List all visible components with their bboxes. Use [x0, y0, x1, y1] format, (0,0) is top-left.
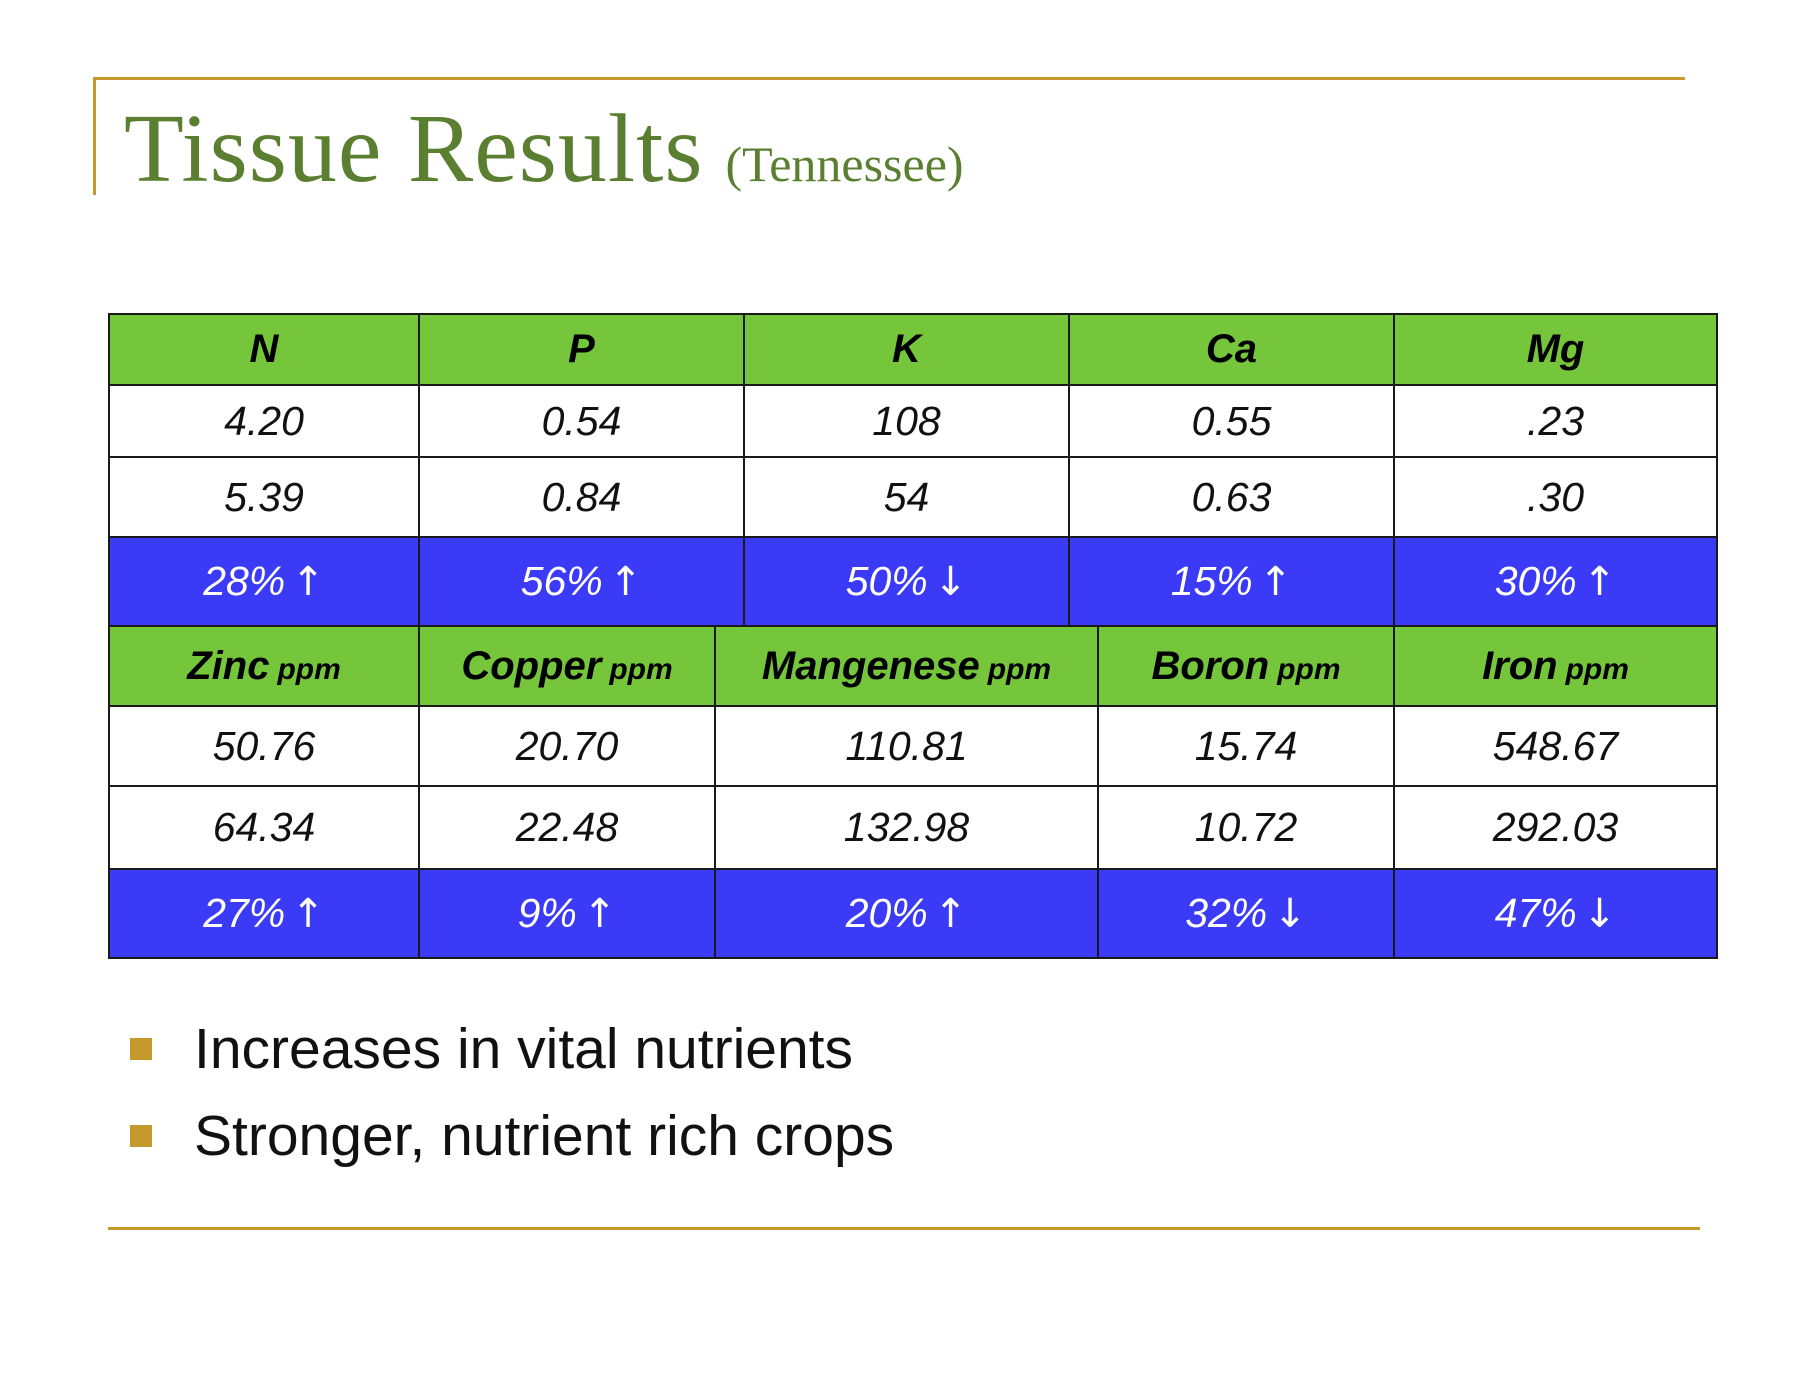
table-cell: 4.20: [108, 384, 420, 458]
table-row: 5.39 0.84 54 0.63 .30: [108, 456, 1718, 538]
table-cell: 50.76: [108, 705, 420, 787]
change-value: 28%: [203, 558, 286, 604]
title-text: Tissue Results: [124, 95, 704, 203]
bullet-square-icon: [130, 1124, 152, 1147]
slide-title: Tissue Results (Tennessee): [124, 100, 964, 198]
list-item: Increases in vital nutrients: [130, 1005, 894, 1092]
change-cell: 32% ↓: [1097, 868, 1395, 959]
table-cell: .23: [1393, 384, 1718, 458]
change-row: 27% ↑ 9% ↑ 20% ↑ 32% ↓ 47% ↓: [108, 868, 1718, 959]
change-cell: 9% ↑: [418, 868, 716, 959]
change-value: 47%: [1494, 890, 1577, 936]
header-unit: ppm: [609, 652, 673, 686]
change-cell: 15% ↑: [1068, 536, 1395, 627]
micro-nutrient-table: Zinc ppm Copper ppm Mangenese ppm Boron ppm …: [108, 625, 1718, 959]
table-cell: 108: [743, 384, 1070, 458]
header-unit: ppm: [1565, 652, 1629, 686]
top-rule: [93, 77, 1685, 80]
header-cell-copper: Copper ppm: [418, 625, 716, 707]
bottom-rule: [108, 1227, 1700, 1230]
up-arrow-icon: ↑: [291, 559, 325, 605]
table-cell: 20.70: [418, 705, 716, 787]
table-cell: 15.74: [1097, 705, 1395, 787]
change-value: 56%: [520, 558, 603, 604]
header-label: K: [892, 327, 921, 371]
change-row: 28% ↑ 56% ↑ 50% ↓ 15% ↑ 30% ↑: [108, 536, 1718, 627]
table-row: 4.20 0.54 108 0.55 .23: [108, 384, 1718, 458]
table-cell: 0.54: [418, 384, 745, 458]
table-cell: 110.81: [714, 705, 1099, 787]
change-value: 9%: [517, 890, 577, 936]
table-cell: .30: [1393, 456, 1718, 538]
header-unit: ppm: [987, 652, 1052, 686]
up-arrow-icon: ↑: [582, 891, 617, 937]
table-cell: 132.98: [714, 785, 1099, 870]
left-rule: [93, 77, 96, 195]
change-cell: 50% ↓: [743, 536, 1070, 627]
change-value: 15%: [1170, 558, 1253, 604]
header-label: Iron: [1482, 643, 1558, 688]
change-cell: 47% ↓: [1393, 868, 1718, 959]
up-arrow-icon: ↑: [1582, 559, 1617, 605]
macro-nutrient-table: N P K Ca Mg 4.20 0.54 108 0.55 .23 5.39 …: [108, 313, 1718, 627]
header-cell-zinc: Zinc ppm: [108, 625, 420, 707]
header-cell-mg: Mg: [1393, 313, 1718, 386]
up-arrow-icon: ↑: [933, 891, 968, 937]
change-cell: 56% ↑: [418, 536, 745, 627]
up-arrow-icon: ↑: [291, 891, 325, 937]
header-cell-p: P: [418, 313, 745, 386]
header-cell-mangenese: Mangenese ppm: [714, 625, 1099, 707]
change-cell: 27% ↑: [108, 868, 420, 959]
table-cell: 10.72: [1097, 785, 1395, 870]
header-label: Boron: [1151, 643, 1270, 688]
header-label: Mangenese: [761, 643, 980, 688]
header-cell-ca: Ca: [1068, 313, 1395, 386]
header-label: Mg: [1526, 327, 1585, 371]
bullet-text: Increases in vital nutrients: [194, 1016, 853, 1081]
change-cell: 20% ↑: [714, 868, 1099, 959]
table-cell: 0.84: [418, 456, 745, 538]
change-value: 27%: [203, 890, 286, 936]
up-arrow-icon: ↑: [608, 559, 643, 605]
change-cell: 30% ↑: [1393, 536, 1718, 627]
header-label: P: [568, 327, 595, 371]
change-value: 50%: [845, 558, 928, 604]
down-arrow-icon: ↓: [933, 559, 968, 605]
table-header-row: N P K Ca Mg: [108, 313, 1718, 386]
change-cell: 28% ↑: [108, 536, 420, 627]
header-label: Ca: [1205, 327, 1258, 371]
table-cell: 548.67: [1393, 705, 1718, 787]
bullet-text: Stronger, nutrient rich crops: [194, 1103, 895, 1168]
table-row: 50.76 20.70 110.81 15.74 548.67: [108, 705, 1718, 787]
header-cell-k: K: [743, 313, 1070, 386]
table-cell: 22.48: [418, 785, 716, 870]
header-unit: ppm: [1277, 652, 1341, 686]
table-cell: 0.63: [1068, 456, 1395, 538]
table-cell: 54: [743, 456, 1070, 538]
bullet-square-icon: [130, 1037, 152, 1060]
up-arrow-icon: ↑: [1258, 559, 1293, 605]
table-cell: 292.03: [1393, 785, 1718, 870]
header-cell-iron: Iron ppm: [1393, 625, 1718, 707]
header-label: N: [249, 327, 279, 371]
table-cell: 5.39: [108, 456, 420, 538]
bullet-list: Increases in vital nutrients Stronger, n…: [130, 1005, 894, 1179]
table-cell: 0.55: [1068, 384, 1395, 458]
table-row: 64.34 22.48 132.98 10.72 292.03: [108, 785, 1718, 870]
down-arrow-icon: ↓: [1273, 891, 1307, 937]
change-value: 30%: [1494, 558, 1577, 604]
table-cell: 64.34: [108, 785, 420, 870]
header-label: Zinc: [187, 643, 270, 688]
header-cell-boron: Boron ppm: [1097, 625, 1395, 707]
header-label: Copper: [461, 643, 602, 688]
change-value: 20%: [845, 890, 928, 936]
change-value: 32%: [1185, 890, 1268, 936]
header-cell-n: N: [108, 313, 420, 386]
subtitle-text: (Tennessee): [725, 136, 964, 192]
table-header-row: Zinc ppm Copper ppm Mangenese ppm Boron ppm …: [108, 625, 1718, 707]
list-item: Stronger, nutrient rich crops: [130, 1092, 894, 1179]
header-unit: ppm: [277, 652, 341, 686]
down-arrow-icon: ↓: [1582, 891, 1617, 937]
